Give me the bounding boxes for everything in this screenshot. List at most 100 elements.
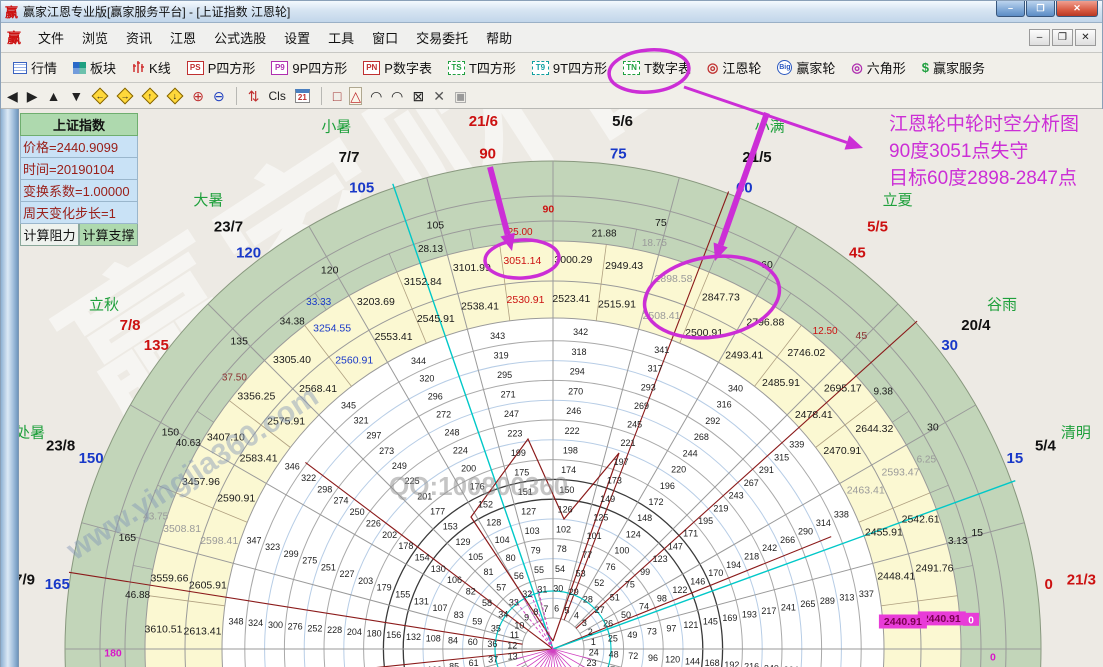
svg-text:58: 58 — [482, 598, 492, 608]
screen-tool-button[interactable]: ▣ — [453, 87, 468, 104]
shift-left-button[interactable]: ← — [91, 87, 109, 104]
toolbar-p-number-table-button[interactable]: PN P数字表 — [355, 54, 440, 81]
toolbar-kline-button[interactable]: K线 — [124, 54, 179, 81]
title-bar[interactable]: 赢 赢家江恩专业版[赢家服务平台] - [上证指数 江恩轮] – ❐ ✕ — [1, 0, 1102, 23]
symbol-name: 上证指数 — [20, 113, 138, 136]
tn-box-icon: TN — [623, 60, 641, 75]
toolbar-winner-service-button[interactable]: $ 赢家服务 — [921, 60, 986, 76]
gann-wheel-canvas[interactable]: 1234567891011121323242526272829303132333… — [1, 109, 1103, 667]
shift-down-button[interactable]: ↓ — [166, 87, 184, 104]
menu-file[interactable]: 文件 — [38, 31, 65, 46]
svg-text:2746.02: 2746.02 — [787, 347, 825, 359]
arc-tool-button[interactable]: ◠ — [370, 87, 383, 104]
back-button[interactable]: ◀ — [7, 87, 18, 104]
minimize-button[interactable]: – — [996, 0, 1025, 17]
toolbar-sectors-button[interactable]: 板块 — [65, 54, 124, 81]
shift-right-button[interactable]: → — [116, 87, 134, 104]
svg-text:0: 0 — [1045, 576, 1053, 593]
svg-text:203: 203 — [358, 576, 373, 586]
toolbar-9t-square-button[interactable]: T9 9T四方形 — [524, 54, 615, 81]
child-restore-button[interactable]: ❐ — [1052, 29, 1073, 46]
maximize-button[interactable]: ❐ — [1026, 0, 1055, 17]
svg-text:3508.81: 3508.81 — [163, 523, 201, 535]
toolbar-winner-wheel-button[interactable]: Big 赢家轮 — [777, 60, 836, 76]
svg-text:3407.10: 3407.10 — [207, 431, 245, 443]
cls-button[interactable]: Cls — [268, 88, 286, 103]
toolbar-p-square-button[interactable]: PS P四方形 — [179, 54, 264, 81]
svg-text:2553.41: 2553.41 — [375, 331, 413, 343]
svg-text:大暑: 大暑 — [193, 192, 223, 209]
toolbar-t-square-button[interactable]: TS T四方形 — [440, 54, 524, 81]
menu-gann[interactable]: 江恩 — [170, 31, 197, 46]
calc-resistance-button[interactable]: 计算阻力 — [20, 224, 79, 246]
svg-text:31: 31 — [537, 584, 547, 594]
svg-text:317: 317 — [648, 364, 663, 374]
svg-text:25.00: 25.00 — [508, 227, 533, 238]
svg-text:153: 153 — [443, 522, 458, 532]
rotate-down-button[interactable]: ▼ — [69, 87, 84, 104]
svg-text:320: 320 — [419, 374, 434, 384]
menu-settings[interactable]: 设置 — [284, 31, 311, 46]
svg-text:98: 98 — [657, 593, 667, 603]
svg-text:53: 53 — [576, 568, 586, 578]
svg-text:241: 241 — [781, 603, 796, 613]
svg-text:175: 175 — [514, 467, 529, 477]
close-button[interactable]: ✕ — [1056, 0, 1098, 17]
toolbar-t-number-table-button[interactable]: TN T数字表 — [615, 54, 699, 81]
svg-text:276: 276 — [288, 622, 303, 632]
svg-text:15: 15 — [1007, 450, 1024, 467]
svg-text:2440.91: 2440.91 — [884, 616, 922, 628]
menu-news[interactable]: 资讯 — [126, 31, 153, 46]
svg-text:80: 80 — [506, 553, 516, 563]
svg-text:198: 198 — [563, 446, 578, 456]
child-minimize-button[interactable]: – — [1029, 29, 1050, 46]
svg-text:222: 222 — [565, 426, 580, 436]
svg-text:243: 243 — [729, 491, 744, 501]
svg-text:249: 249 — [392, 461, 407, 471]
svg-text:3254.55: 3254.55 — [313, 322, 351, 334]
svg-text:4: 4 — [574, 611, 579, 621]
svg-text:296: 296 — [428, 392, 443, 402]
menu-formula-stock-pick[interactable]: 公式选股 — [214, 31, 267, 46]
forward-button[interactable]: ▶ — [26, 87, 38, 104]
rotate-up-button[interactable]: ▲ — [46, 87, 61, 104]
zoom-in-icon[interactable]: ⊕ — [192, 87, 205, 104]
svg-text:2796.88: 2796.88 — [746, 317, 784, 329]
svg-text:251: 251 — [321, 562, 336, 572]
svg-text:2583.41: 2583.41 — [240, 453, 278, 465]
fit-tool-button[interactable]: ✕ — [433, 87, 445, 104]
toolbar-gann-wheel-button[interactable]: ◎ 江恩轮 — [707, 60, 762, 76]
svg-text:75: 75 — [625, 580, 635, 590]
svg-text:342: 342 — [573, 327, 588, 337]
child-close-button[interactable]: ✕ — [1075, 29, 1096, 46]
main-toolbar: 行情 板块 K线 PS P四方形 P9 9P四方形 PN P数字表 TS T四方… — [1, 53, 1102, 83]
toolbar-quotes-button[interactable]: 行情 — [5, 54, 65, 81]
shift-up-button[interactable]: ↑ — [141, 87, 159, 104]
boxed-x-tool-button[interactable]: ⊠ — [412, 87, 425, 104]
menu-window[interactable]: 窗口 — [372, 31, 399, 46]
svg-text:2949.43: 2949.43 — [605, 260, 643, 272]
arc-mirror-tool-button[interactable]: ◠ — [391, 87, 404, 104]
svg-text:225: 225 — [405, 476, 420, 486]
toolbar-hexagon-button[interactable]: ◎ 六角形 — [851, 60, 906, 76]
menu-tools[interactable]: 工具 — [328, 31, 355, 46]
svg-text:82: 82 — [466, 587, 476, 597]
svg-text:223: 223 — [507, 428, 522, 438]
svg-text:150: 150 — [559, 485, 574, 495]
square-tool-button[interactable]: □ — [332, 87, 342, 104]
calendar-icon[interactable]: 21 — [294, 88, 310, 103]
svg-text:60: 60 — [736, 179, 753, 196]
toolbar-9p-square-button[interactable]: P9 9P四方形 — [263, 54, 355, 81]
svg-text:9: 9 — [524, 613, 529, 623]
svg-text:46.88: 46.88 — [125, 590, 150, 601]
svg-text:30: 30 — [941, 337, 958, 354]
svg-text:30: 30 — [927, 422, 939, 434]
zoom-out-icon[interactable]: ⊖ — [213, 87, 225, 104]
updown-icon[interactable]: ⇅ — [247, 87, 260, 104]
menu-help[interactable]: 帮助 — [486, 31, 513, 46]
menu-browse[interactable]: 浏览 — [82, 31, 109, 46]
gann-wheel-chart-area[interactable]: 赢家财富 12345678910111213232425262728293031… — [1, 109, 1103, 667]
menu-trade[interactable]: 交易委托 — [416, 31, 469, 46]
calc-support-button[interactable]: 计算支撑 — [79, 224, 138, 246]
triangle-tool-button[interactable]: △ — [349, 86, 363, 105]
